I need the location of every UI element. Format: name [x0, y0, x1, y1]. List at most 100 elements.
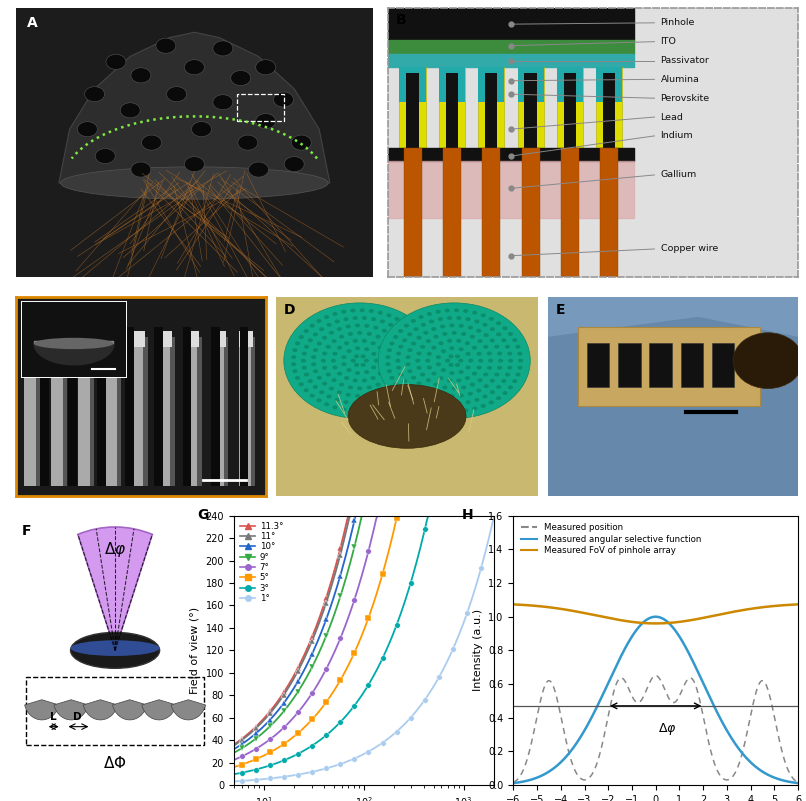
Circle shape — [377, 346, 383, 350]
Text: L: L — [51, 712, 57, 722]
Circle shape — [463, 409, 468, 413]
Circle shape — [322, 366, 327, 370]
Ellipse shape — [348, 384, 466, 449]
Circle shape — [355, 394, 360, 398]
Circle shape — [472, 372, 477, 376]
Circle shape — [449, 324, 455, 328]
Circle shape — [385, 355, 391, 359]
Circle shape — [474, 398, 480, 402]
Circle shape — [494, 344, 500, 348]
Bar — [557, 67, 583, 103]
Circle shape — [285, 157, 304, 171]
Circle shape — [317, 376, 322, 380]
Bar — [63, 336, 68, 486]
Circle shape — [185, 157, 205, 171]
Circle shape — [301, 352, 307, 356]
Circle shape — [373, 392, 379, 396]
Circle shape — [459, 370, 463, 374]
Circle shape — [389, 376, 394, 380]
Circle shape — [387, 348, 392, 352]
Text: Gallium: Gallium — [661, 171, 697, 179]
Bar — [587, 343, 609, 387]
Y-axis label: Intensity (a.u.): Intensity (a.u.) — [473, 610, 483, 691]
Circle shape — [304, 372, 310, 376]
Circle shape — [494, 372, 500, 376]
Measured FoV of pinhole array — [582, 609, 592, 618]
Measured angular selective function — [638, 618, 647, 628]
Circle shape — [304, 388, 309, 392]
Circle shape — [454, 308, 459, 312]
Circle shape — [393, 359, 399, 363]
Text: $\Delta\Phi$: $\Delta\Phi$ — [103, 755, 127, 771]
Bar — [158, 336, 172, 486]
Circle shape — [393, 366, 397, 370]
Circle shape — [410, 372, 416, 376]
Circle shape — [351, 409, 355, 413]
Circle shape — [476, 365, 482, 369]
Bar — [712, 343, 734, 387]
Circle shape — [496, 332, 501, 336]
Wedge shape — [171, 700, 206, 720]
Circle shape — [434, 335, 438, 339]
Circle shape — [458, 359, 463, 363]
Circle shape — [77, 122, 98, 137]
Bar — [158, 331, 172, 347]
Circle shape — [480, 404, 486, 408]
Circle shape — [490, 390, 495, 394]
Circle shape — [378, 311, 383, 315]
Circle shape — [488, 359, 493, 363]
Circle shape — [507, 366, 513, 370]
Circle shape — [410, 344, 416, 348]
Bar — [404, 148, 422, 277]
Circle shape — [319, 390, 324, 394]
Measured FoV of pinhole array — [677, 617, 687, 626]
Circle shape — [396, 327, 401, 331]
Circle shape — [472, 311, 477, 315]
Text: G: G — [197, 508, 209, 521]
Bar — [89, 336, 94, 486]
Circle shape — [352, 316, 358, 320]
Circle shape — [487, 366, 492, 370]
Circle shape — [367, 385, 372, 389]
Circle shape — [465, 317, 471, 321]
Circle shape — [447, 401, 452, 405]
Circle shape — [441, 368, 446, 372]
Circle shape — [407, 338, 412, 342]
Circle shape — [431, 327, 436, 331]
Circle shape — [317, 341, 322, 345]
Measured FoV of pinhole array — [650, 618, 660, 628]
Circle shape — [459, 348, 463, 351]
Bar — [69, 327, 77, 486]
Circle shape — [389, 384, 394, 388]
Circle shape — [248, 162, 268, 177]
Ellipse shape — [71, 640, 160, 656]
Bar — [438, 67, 465, 148]
Measured FoV of pinhole array — [509, 600, 518, 610]
Circle shape — [329, 387, 334, 391]
Circle shape — [339, 383, 344, 387]
Circle shape — [382, 352, 388, 356]
Circle shape — [405, 355, 411, 359]
Circle shape — [407, 385, 413, 389]
Circle shape — [313, 348, 318, 352]
Wedge shape — [78, 527, 152, 650]
Circle shape — [466, 365, 471, 369]
Circle shape — [322, 336, 327, 340]
Bar — [517, 67, 544, 103]
Bar — [478, 67, 505, 148]
Circle shape — [423, 331, 429, 335]
Circle shape — [456, 401, 462, 405]
Circle shape — [337, 327, 342, 331]
Circle shape — [438, 317, 443, 321]
Text: F: F — [22, 524, 31, 537]
Text: $\Delta\varphi$: $\Delta\varphi$ — [104, 540, 127, 559]
Circle shape — [402, 379, 407, 383]
Circle shape — [480, 313, 486, 317]
Circle shape — [404, 324, 409, 328]
Circle shape — [326, 344, 331, 348]
Circle shape — [472, 407, 477, 411]
Circle shape — [448, 354, 454, 358]
Circle shape — [192, 122, 211, 137]
Circle shape — [498, 359, 503, 363]
Circle shape — [367, 332, 372, 336]
